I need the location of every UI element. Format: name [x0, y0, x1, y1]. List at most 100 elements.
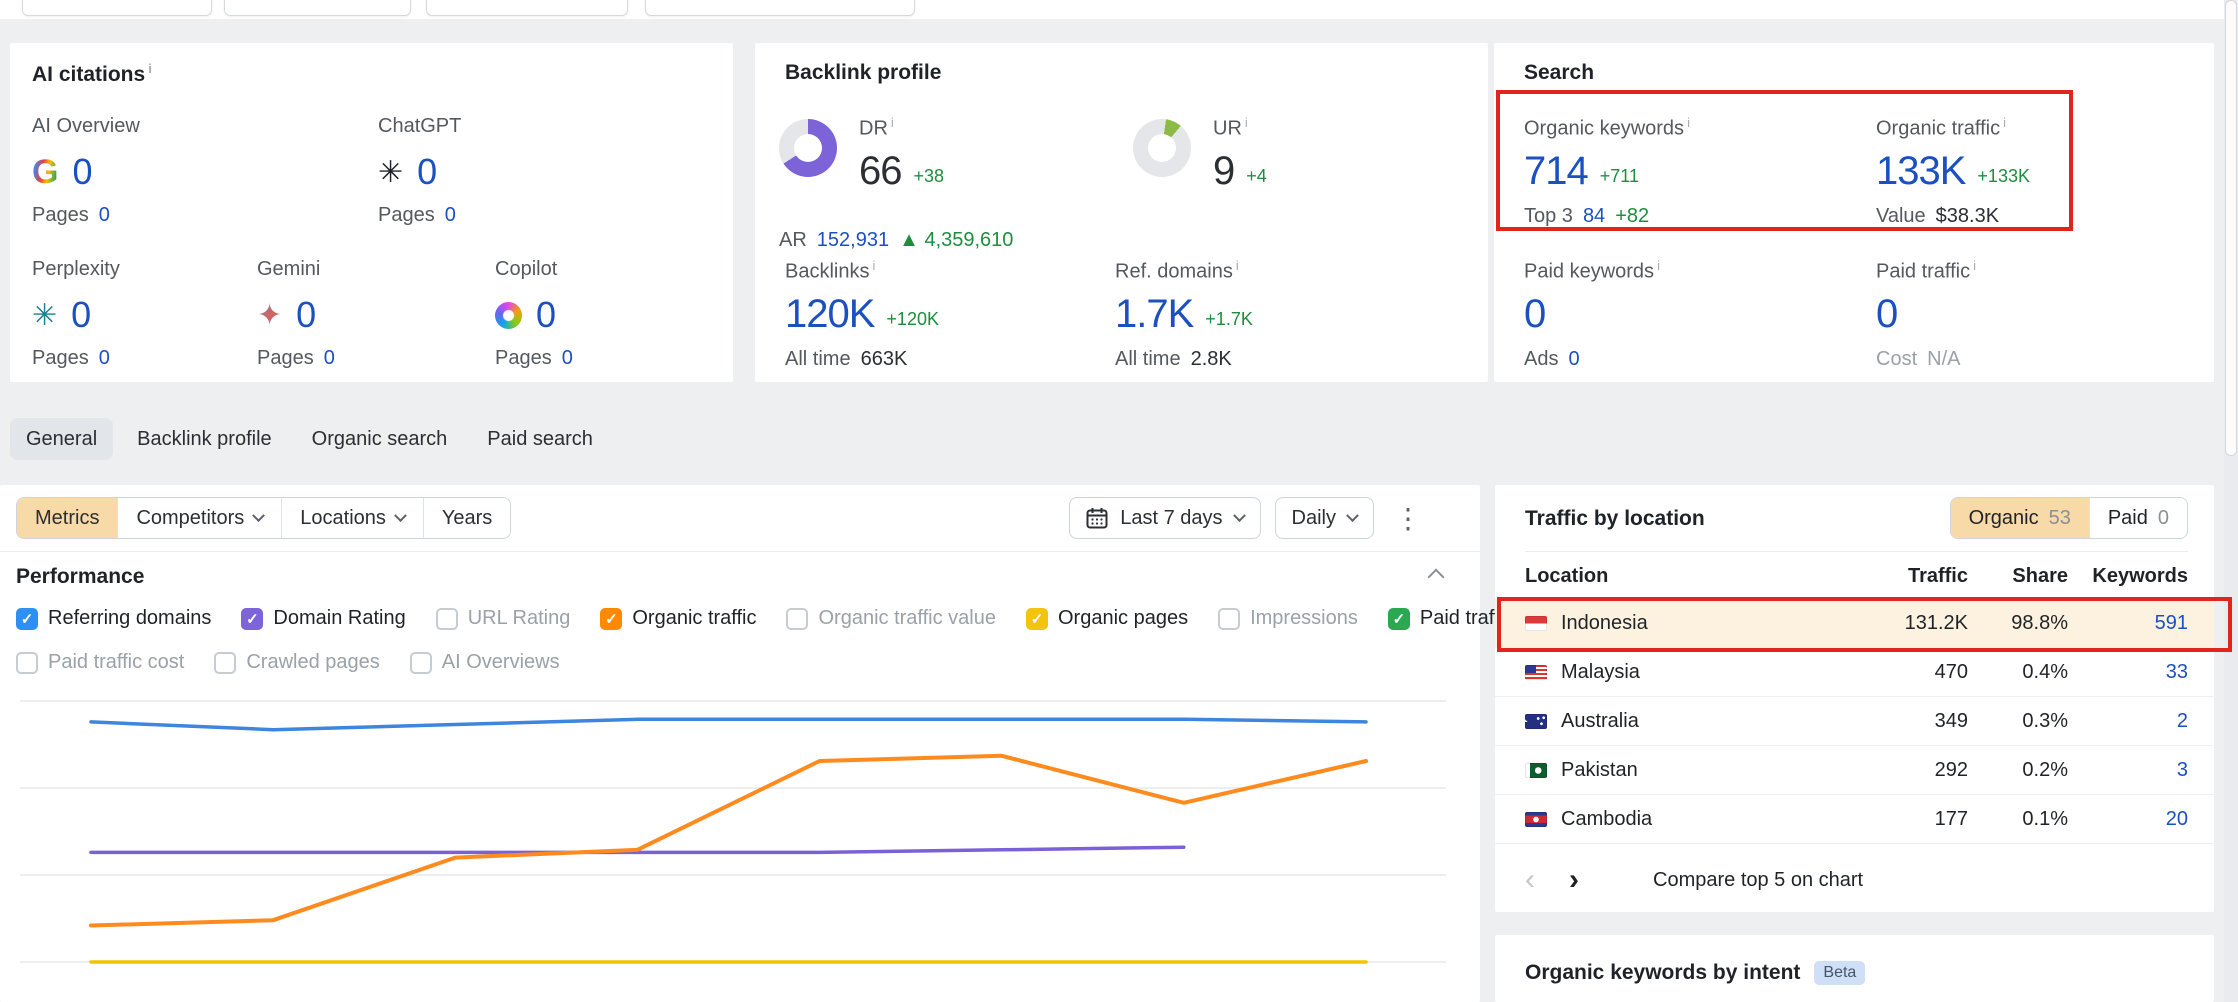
tab-paid-search[interactable]: Paid search [487, 427, 593, 450]
toggle-organic[interactable]: Organic 53 [1950, 498, 2089, 538]
collapse-chevron-icon[interactable] [1427, 568, 1445, 586]
share-value: 0.3% [2022, 709, 2068, 732]
toggle-paid[interactable]: Paid 0 [2088, 498, 2187, 538]
checkbox-icon[interactable] [409, 651, 432, 674]
ai-item-label: Perplexity [32, 258, 120, 280]
top-input-2[interactable] [224, 0, 411, 16]
granularity-dropdown[interactable]: Daily [1274, 497, 1374, 539]
pages-value-link[interactable]: 0 [98, 347, 110, 369]
checkbox-icon[interactable] [16, 651, 38, 674]
checkbox-organic-traffic-value[interactable]: Organic traffic value [786, 607, 996, 630]
checkbox-impressions[interactable]: Impressions [1218, 607, 1358, 630]
organic-keywords-label: Organic keywords [1524, 117, 1685, 140]
keywords-link[interactable]: 20 [2165, 807, 2188, 830]
checkbox-icon[interactable] [786, 607, 809, 630]
checkbox-url-rating[interactable]: URL Rating [435, 607, 570, 630]
checkbox-crawled-pages[interactable]: Crawled pages [214, 651, 380, 674]
top-input-1[interactable] [22, 0, 212, 16]
tab-backlink-profile[interactable]: Backlink profile [137, 427, 272, 450]
chevron-down-icon [1346, 508, 1359, 522]
pages-value-link[interactable]: 0 [561, 347, 573, 369]
general-overview-card: Metrics Competitors Locations Years Last… [0, 485, 1514, 1002]
table-row-malaysia[interactable]: Malaysia 470 0.4% 33 [1495, 648, 2214, 697]
col-keywords: Keywords [2092, 565, 2188, 587]
keywords-link[interactable]: 2 [2176, 709, 2188, 732]
share-value: 98.8% [2011, 611, 2068, 634]
ref-domains-value-link[interactable]: 1.7K [1115, 291, 1194, 336]
ar-value-link[interactable]: 152,931 [816, 229, 890, 251]
checkbox-organic-traffic[interactable]: ✓ Organic traffic [600, 607, 756, 630]
next-arrow-icon[interactable]: › [1569, 863, 1579, 896]
years-button[interactable]: Years [422, 498, 511, 538]
ads-value-link[interactable]: 0 [1568, 347, 1580, 370]
info-icon[interactable]: i [872, 258, 876, 273]
compare-top5-label[interactable]: Compare top 5 on chart [1653, 868, 1864, 891]
checkbox-referring-domains[interactable]: ✓ Referring domains [16, 607, 211, 630]
table-row-cambodia[interactable]: Cambodia 177 0.1% 20 [1495, 795, 2214, 844]
chart-line-organic-traffic [89, 753, 1368, 928]
info-icon[interactable]: i [1687, 115, 1690, 130]
info-icon[interactable]: i [148, 61, 152, 76]
info-icon[interactable]: i [1244, 115, 1248, 130]
backlinks-value-link[interactable]: 120K [785, 291, 875, 336]
checkbox-icon[interactable] [214, 651, 237, 674]
pages-value-link[interactable]: 0 [323, 347, 335, 369]
organic-traffic-delta: +133K [1977, 165, 2030, 186]
table-row-pakistan[interactable]: Pakistan 292 0.2% 3 [1495, 746, 2214, 795]
table-row-australia[interactable]: Australia 349 0.3% 2 [1495, 697, 2214, 746]
locations-dropdown[interactable]: Locations [281, 498, 423, 538]
top3-value-link[interactable]: 84 [1582, 204, 1606, 227]
checkbox-icon[interactable]: ✓ [16, 607, 38, 630]
flag-icon [1525, 615, 1547, 631]
info-icon[interactable]: i [2003, 115, 2007, 130]
perplexity-icon: ✳ [32, 298, 58, 332]
kebab-menu-icon[interactable]: ⋮ [1394, 502, 1422, 534]
competitors-dropdown[interactable]: Competitors [117, 498, 282, 538]
organic-traffic-value-link[interactable]: 133K [1876, 148, 1966, 193]
pages-value-link[interactable]: 0 [444, 204, 456, 226]
checkbox-domain-rating[interactable]: ✓ Domain Rating [241, 607, 406, 630]
checkbox-icon[interactable] [435, 607, 458, 630]
traffic-value: 131.2K [1904, 611, 1968, 634]
checkbox-icon[interactable]: ✓ [241, 607, 264, 630]
ai-citations-title: AI citations i [32, 61, 152, 86]
checkbox-organic-pages[interactable]: ✓ Organic pages [1025, 607, 1189, 630]
organic-keywords-value-link[interactable]: 714 [1524, 148, 1589, 193]
checkbox-label: Organic pages [1057, 607, 1189, 629]
checkbox-icon[interactable] [1218, 607, 1241, 630]
keywords-link[interactable]: 591 [2154, 611, 2188, 634]
paid-keywords-metric: Paid keywords i 0 Ads 0 [1524, 258, 1660, 371]
performance-line-chart[interactable] [0, 683, 1480, 1002]
info-icon[interactable]: i [890, 115, 894, 130]
checkbox-ai-overviews[interactable]: AI Overviews [409, 651, 560, 674]
info-icon[interactable]: i [1235, 258, 1239, 273]
top-input-4[interactable] [645, 0, 915, 16]
col-location: Location [1525, 565, 1609, 587]
checkbox-icon[interactable]: ✓ [1387, 607, 1410, 630]
info-icon[interactable]: i [1973, 258, 1977, 273]
search-card: Search Organic keywords i 714 +711 Top 3 … [1494, 43, 2214, 382]
tab-organic-search[interactable]: Organic search [311, 427, 448, 450]
table-row-indonesia[interactable]: Indonesia 131.2K 98.8% 591 [1495, 599, 2214, 648]
checkbox-paid-traffic-cost[interactable]: Paid traffic cost [16, 651, 184, 674]
value-label: Value [1876, 204, 1926, 227]
top-input-3[interactable] [426, 0, 628, 16]
keywords-link[interactable]: 3 [2176, 758, 2188, 781]
col-share: Share [2012, 565, 2068, 587]
pages-label: Pages [32, 204, 89, 226]
dr-label: DR [859, 117, 888, 140]
checkbox-paid-traffic[interactable]: ✓ Paid traffic [1387, 607, 1514, 630]
pages-label: Pages [32, 347, 89, 369]
info-icon[interactable]: i [1657, 258, 1660, 273]
checkbox-icon[interactable]: ✓ [1025, 607, 1048, 630]
prev-arrow-icon[interactable]: ‹ [1525, 863, 1535, 896]
date-range-label: Last 7 days [1120, 506, 1223, 529]
date-range-dropdown[interactable]: Last 7 days [1069, 497, 1261, 539]
metrics-button[interactable]: Metrics [17, 498, 118, 538]
checkbox-icon[interactable]: ✓ [600, 607, 623, 630]
keywords-link[interactable]: 33 [2165, 660, 2188, 683]
tab-general[interactable]: General [10, 418, 114, 460]
pages-value-link[interactable]: 0 [98, 204, 110, 226]
scrollbar-thumb[interactable] [2225, 0, 2237, 456]
dr-donut-chart [779, 119, 837, 177]
